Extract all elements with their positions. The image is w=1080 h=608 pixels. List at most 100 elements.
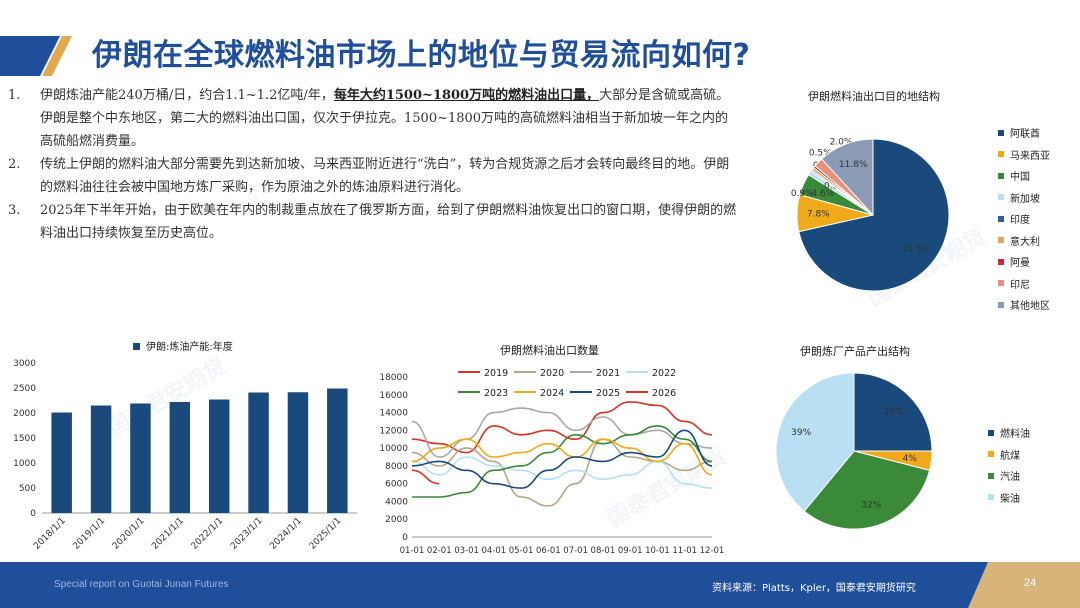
y-tick-label: 500 (19, 484, 36, 494)
legend-swatch (998, 151, 1004, 158)
legend-item: 汽油 (988, 465, 1030, 487)
bar (169, 402, 191, 513)
bullet-number: 3. (8, 203, 21, 218)
legend-swatch (998, 172, 1004, 179)
legend-label: 马来西亚 (1010, 150, 1050, 162)
legend-label: 2021 (596, 368, 620, 379)
x-tick-label: 01-01 (400, 546, 425, 556)
y-tick-label: 14000 (379, 409, 408, 419)
legend-item: 阿曼 (998, 251, 1050, 273)
bar (208, 399, 230, 513)
legend-label: 2026 (652, 388, 676, 399)
legend-swatch (998, 301, 1004, 308)
legend-item: 印度 (998, 208, 1050, 230)
legend-label: 2019 (484, 368, 508, 379)
legend-label: 印度 (1010, 215, 1030, 227)
pie-slice-其他地区 (820, 138, 874, 217)
pie-data-label: 11.8% (839, 160, 868, 170)
legend-item: 中国 (998, 165, 1050, 187)
x-tick-label: 02-01 (427, 546, 452, 556)
legend-item: 航煤 (988, 444, 1030, 466)
legend-label: 燃料油 (1000, 429, 1030, 441)
series-line-2024 (411, 438, 713, 476)
refinery-output-chart-title: 伊朗炼厂产品产出结构 (800, 345, 910, 358)
bar (130, 403, 151, 513)
x-tick-label: 2024/1/1 (268, 516, 304, 552)
pie-slice-汽油 (803, 450, 931, 530)
pie-slice-阿联酋 (798, 138, 950, 292)
corner-stripe (0, 36, 72, 76)
x-tick-label: 11-01 (672, 546, 697, 556)
bar (287, 392, 309, 513)
bullet-number: 2. (8, 157, 21, 172)
legend-label: 伊朗:炼油产能:年度 (146, 340, 233, 353)
export-destination-chart-title: 伊朗燃料油出口目的地结构 (808, 90, 940, 103)
bullet-text: 伊朗炼油产能240万桶/日，约合1.1~1.2亿吨/年， (40, 88, 334, 103)
legend-swatch (988, 429, 994, 436)
x-tick-label: 12-01 (700, 546, 725, 556)
refining-capacity-bar-chart: 伊朗:炼油产能:年度 0 500 1000 1500 2000 2500 3000 2018/1… (13, 340, 357, 552)
y-tick-label: 12000 (379, 426, 408, 436)
legend-swatch (998, 237, 1004, 244)
pie-data-label: 0.9% (791, 189, 814, 199)
x-tick-label: 05-01 (509, 546, 534, 556)
legend-label: 意大利 (1010, 236, 1040, 248)
legend-swatch (998, 194, 1004, 201)
bullet-highlight: 每年大约1500~1800万吨的燃料油出口量， (333, 88, 600, 103)
x-tick-label: 2021/1/1 (150, 516, 186, 552)
bar (90, 405, 112, 513)
legend-label: 2024 (540, 388, 564, 399)
y-tick-label: 2000 (385, 515, 408, 525)
legend-swatch (988, 451, 994, 458)
y-tick-label: 3000 (13, 359, 36, 369)
pie-data-label: 4.6% (811, 189, 834, 199)
pie-slice-柴油 (775, 372, 855, 512)
bar (327, 388, 348, 513)
series-line-2019 (411, 401, 713, 454)
footer-accent (968, 562, 1080, 608)
y-tick-label: 0 (30, 509, 36, 519)
legend-label: 柴油 (1000, 493, 1020, 505)
legend-item: 其他地区 (998, 294, 1050, 316)
y-tick-label: 2000 (13, 409, 36, 419)
footer-bar (0, 562, 1080, 608)
bar (51, 412, 72, 513)
series-line-2022 (411, 456, 713, 489)
bar (248, 392, 269, 513)
y-tick-label: 8000 (385, 462, 408, 472)
x-tick-label: 10-01 (645, 546, 670, 556)
legend-item: 燃料油 (988, 422, 1030, 444)
x-tick-label: 06-01 (536, 546, 561, 556)
y-tick-label: 2500 (13, 384, 36, 394)
export-volume-chart-title: 伊朗燃料油出口数量 (500, 344, 599, 357)
pie-slice-燃料油 (853, 372, 933, 452)
pie-data-label: 2.0% (830, 137, 853, 147)
pie-data-label: 25% (884, 407, 904, 417)
page-number: 24 (1024, 577, 1037, 589)
footer-source: 资料来源：Platts，Kpler，国泰君安期货研究 (712, 583, 916, 594)
legend-label: 其他地区 (1010, 301, 1050, 313)
legend-label: 印尼 (1010, 279, 1030, 291)
pie-data-label: 32% (861, 500, 881, 510)
bullet-text: 大部分是含硫或高硫。伊朗是整个中东地区，第二大的燃料油出口国，仅次于伊拉克。15… (40, 88, 730, 149)
y-tick-label: 6000 (385, 480, 408, 490)
bullet-text: 传统上伊朗的燃料油大部分需要先到达新加坡、马来西亚附近进行“洗白”，转为合规货源… (40, 157, 730, 195)
y-tick-label: 10000 (379, 444, 408, 454)
legend-item: 意大利 (998, 230, 1050, 252)
bullet-number: 1. (8, 88, 21, 103)
x-tick-label: 2022/1/1 (190, 516, 226, 552)
x-tick-label: 2018/1/1 (32, 516, 68, 552)
legend-swatch (998, 129, 1004, 136)
pie-data-label: 4% (903, 454, 918, 464)
bullet-item: 2. 传统上伊朗的燃料油大部分需要先到达新加坡、马来西亚附近进行“洗白”，转为合… (8, 153, 738, 199)
x-tick-label: 2025/1/1 (308, 516, 344, 552)
pie-data-label: 39% (791, 428, 811, 438)
y-tick-label: 18000 (379, 373, 408, 383)
legend-label: 2023 (484, 388, 508, 399)
legend-swatch (988, 494, 994, 501)
series-line-2026 (411, 469, 440, 485)
page-title: 伊朗在全球燃料油市场上的地位与贸易流向如何? (92, 38, 751, 73)
refinery-output-pie-chart: 25% 4% 32% 39% (775, 372, 933, 530)
x-tick-label: 2020/1/1 (111, 516, 147, 552)
y-tick-label: 16000 (379, 391, 408, 401)
